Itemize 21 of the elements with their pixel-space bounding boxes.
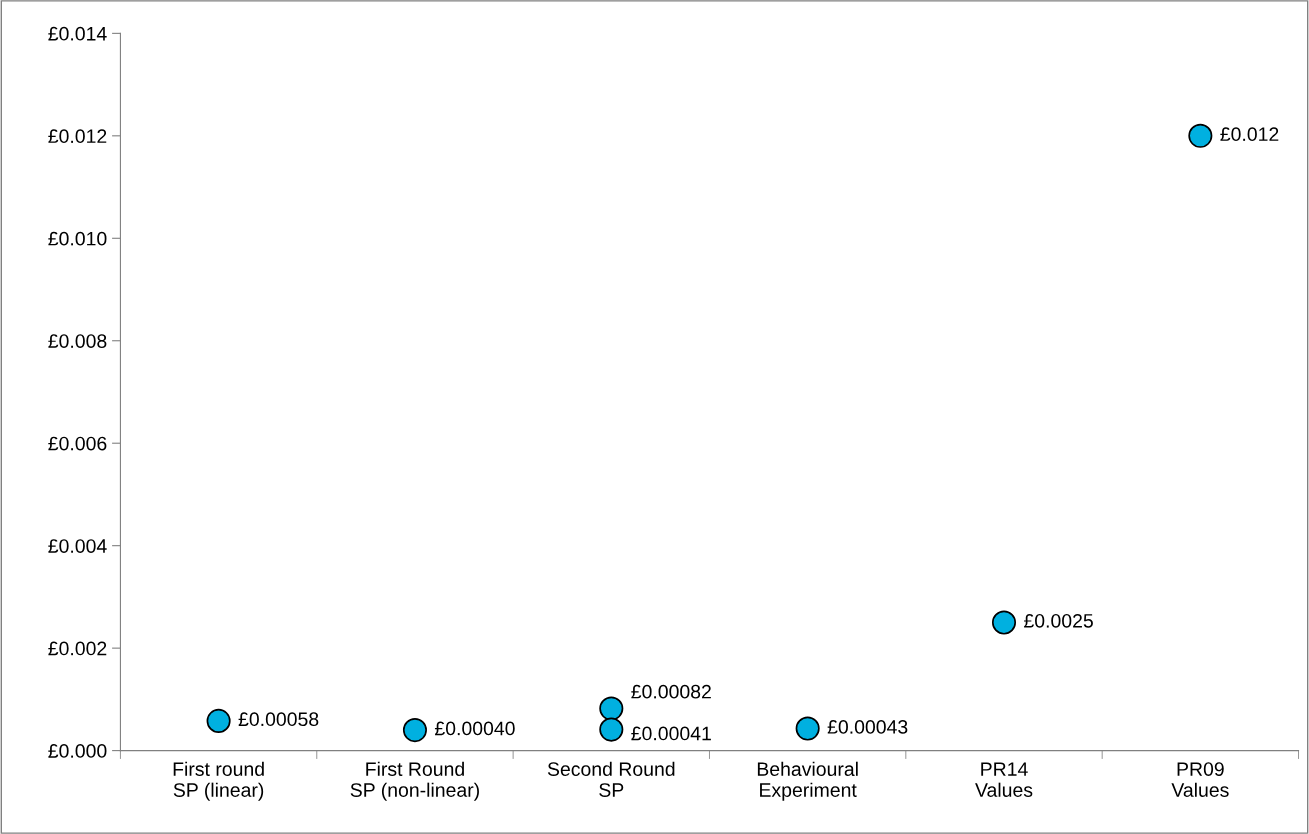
- y-tick-label: £0.006: [48, 436, 107, 451]
- x-tick-label: Second Round SP: [547, 761, 675, 797]
- data-label: £0.012: [1220, 127, 1279, 142]
- y-tick-label: £0.000: [48, 744, 107, 758]
- data-label: £0.00041: [631, 726, 711, 741]
- x-tick-label: PR14 Values: [975, 762, 1033, 797]
- y-tick-label: £0.004: [48, 539, 107, 553]
- data-label: £0.0025: [1024, 613, 1093, 628]
- y-tick-label: £0.010: [48, 231, 107, 246]
- y-tick-label: £0.014: [48, 26, 107, 41]
- x-tick-label: Behavioural Experiment: [757, 761, 858, 801]
- data-label: £0.00043: [827, 720, 908, 734]
- x-tick-label: First Round SP (non-linear): [350, 761, 479, 801]
- y-tick-label: £0.002: [48, 641, 107, 656]
- y-tick-label: £0.012: [48, 129, 107, 144]
- y-tick-label: £0.008: [48, 334, 107, 348]
- data-label: £0.00082: [631, 684, 711, 699]
- data-label: £0.00040: [434, 721, 515, 736]
- data-label: £0.00058: [238, 712, 319, 727]
- x-tick-label: First round SP (linear): [173, 761, 264, 801]
- x-tick-label: PR09 Values: [1171, 762, 1229, 797]
